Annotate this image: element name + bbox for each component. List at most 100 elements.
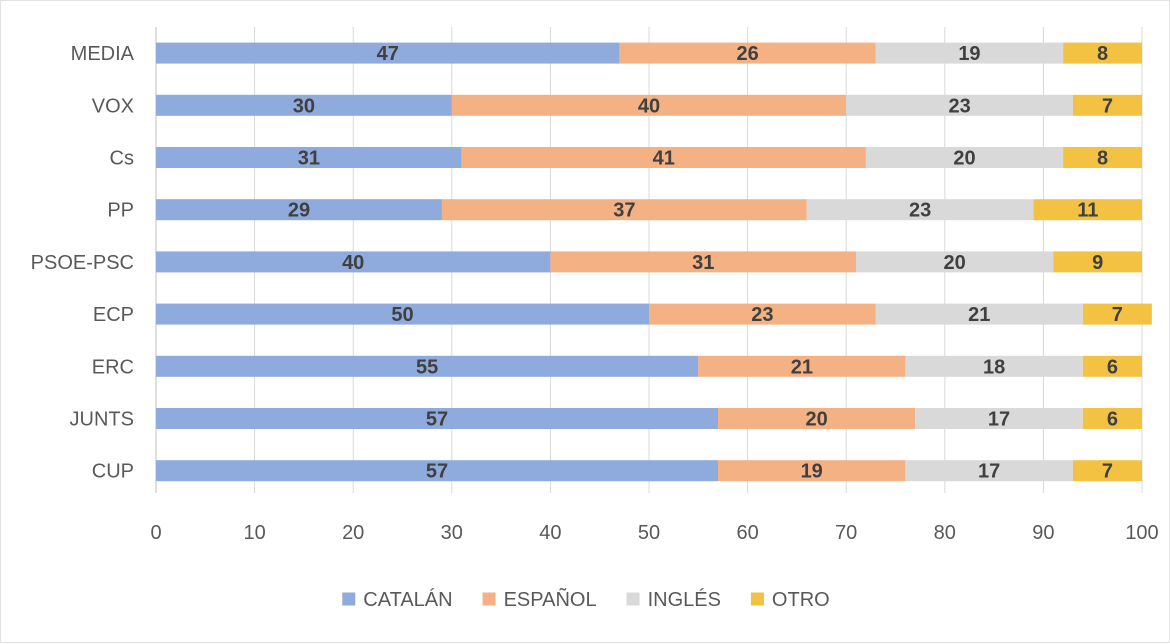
- data-label-otro-erc: 6: [1107, 356, 1118, 378]
- bar-catalan-media: [156, 42, 620, 64]
- category-label-psoe-psc: PSOE-PSC: [31, 252, 134, 274]
- category-label-ecp: ECP: [93, 304, 134, 326]
- tick-label-40: 40: [539, 522, 561, 544]
- data-label-espanol-ecp: 23: [751, 304, 773, 326]
- data-label-catalan-cup: 57: [426, 461, 448, 483]
- category-label-erc: ERC: [92, 356, 134, 378]
- bar-catalan-erc: [156, 355, 699, 377]
- legend: CATALÁN ESPAÑOL INGLÉS OTRO: [342, 587, 830, 611]
- bars: [156, 42, 1152, 482]
- bar-ingles-cs: [865, 147, 1064, 168]
- data-label-ingles-pp: 23: [909, 200, 931, 222]
- data-label-ingles-junts: 17: [988, 409, 1010, 431]
- bar-otro-pp: [1033, 199, 1142, 221]
- bar-catalan-psoe-psc: [156, 251, 551, 273]
- tick-label-0: 0: [150, 522, 161, 544]
- bar-otro-vox: [1072, 94, 1142, 116]
- legend-swatch-otro: [750, 592, 764, 606]
- data-label-espanol-vox: 40: [638, 95, 660, 117]
- tick-label-20: 20: [342, 522, 364, 544]
- bar-ingles-ecp: [875, 303, 1083, 325]
- bar-catalan-pp: [156, 199, 442, 221]
- value-axis: 0 10 20 30 40 50 60 70 80 90 100: [150, 522, 1158, 544]
- data-label-catalan-cs: 31: [298, 148, 320, 170]
- legend-label-espanol: ESPAÑOL: [504, 587, 597, 611]
- legend-item-ingles: INGLÉS: [626, 588, 721, 611]
- category-label-junts: JUNTS: [70, 409, 134, 431]
- data-label-otro-pp: 11: [1077, 200, 1098, 222]
- data-label-ingles-erc: 18: [983, 356, 1005, 378]
- bar-catalan-cup: [156, 460, 719, 482]
- legend-swatch-catalan: [342, 592, 356, 606]
- tick-label-50: 50: [638, 522, 660, 544]
- data-label-catalan-ecp: 50: [391, 304, 413, 326]
- data-label-catalan-media: 47: [377, 43, 399, 65]
- tick-label-30: 30: [441, 522, 463, 544]
- data-label-ingles-cs: 20: [953, 148, 975, 170]
- data-label-otro-media: 8: [1097, 43, 1108, 65]
- bar-espanol-cs: [461, 147, 866, 168]
- bar-ingles-pp: [806, 199, 1034, 221]
- legend-label-catalan: CATALÁN: [363, 588, 452, 611]
- data-label-catalan-junts: 57: [426, 409, 448, 431]
- data-label-catalan-erc: 55: [416, 356, 438, 378]
- tick-label-70: 70: [835, 522, 857, 544]
- data-label-otro-ecp: 7: [1112, 304, 1123, 326]
- category-label-vox: VOX: [92, 95, 134, 117]
- data-label-otro-cs: 8: [1097, 148, 1108, 170]
- data-label-catalan-psoe-psc: 40: [342, 252, 364, 274]
- data-label-otro-junts: 6: [1107, 409, 1118, 431]
- bar-ingles-junts: [915, 408, 1083, 429]
- data-label-espanol-junts: 20: [805, 409, 827, 431]
- legend-label-ingles: INGLÉS: [648, 588, 721, 611]
- tick-label-100: 100: [1125, 522, 1158, 544]
- bar-otro-junts: [1082, 408, 1142, 429]
- tick-label-80: 80: [934, 522, 956, 544]
- category-label-media: MEDIA: [71, 43, 135, 65]
- data-label-espanol-psoe-psc: 31: [692, 252, 714, 274]
- data-labels: 47 26 19 8 30 40 23 7 31 41 20 8 29 37 23 11 40 31 20 9 50 23…: [288, 43, 1123, 483]
- legend-item-catalan: CATALÁN: [342, 588, 453, 611]
- bar-otro-cs: [1063, 147, 1142, 168]
- data-label-espanol-erc: 21: [791, 356, 813, 378]
- category-label-cs: Cs: [110, 148, 134, 170]
- category-axis: MEDIA VOX Cs PP PSOE-PSC ECP ERC JUNTS CUP: [31, 43, 135, 483]
- bar-ingles-erc: [905, 355, 1083, 377]
- bar-espanol-pp: [441, 199, 807, 221]
- data-label-ingles-media: 19: [958, 43, 980, 65]
- bar-espanol-ecp: [649, 303, 876, 325]
- legend-item-espanol: ESPAÑOL: [482, 587, 597, 611]
- category-label-pp: PP: [107, 200, 134, 222]
- tick-label-10: 10: [243, 522, 265, 544]
- legend-swatch-ingles: [626, 592, 640, 606]
- bar-otro-media: [1063, 42, 1142, 64]
- data-label-espanol-media: 26: [736, 43, 758, 65]
- data-label-ingles-vox: 23: [948, 95, 970, 117]
- bar-otro-erc: [1082, 355, 1142, 377]
- legend-item-otro: OTRO: [750, 589, 830, 611]
- data-label-ingles-psoe-psc: 20: [944, 252, 966, 274]
- tick-label-60: 60: [736, 522, 758, 544]
- bar-ingles-media: [875, 42, 1064, 64]
- category-label-cup: CUP: [92, 461, 134, 483]
- data-label-ingles-cup: 17: [978, 461, 1000, 483]
- bar-espanol-vox: [451, 94, 847, 116]
- tick-label-90: 90: [1032, 522, 1054, 544]
- bar-otro-ecp: [1082, 303, 1152, 325]
- bar-catalan-vox: [156, 94, 452, 116]
- bar-otro-cup: [1072, 460, 1142, 482]
- bar-catalan-cs: [156, 147, 462, 168]
- bar-espanol-erc: [698, 355, 906, 377]
- bar-ingles-psoe-psc: [856, 251, 1054, 273]
- legend-label-otro: OTRO: [772, 589, 830, 611]
- data-label-espanol-cs: 41: [653, 148, 675, 170]
- bar-espanol-psoe-psc: [550, 251, 857, 273]
- bar-otro-psoe-psc: [1053, 251, 1142, 273]
- bar-ingles-cup: [905, 460, 1073, 482]
- data-label-ingles-ecp: 21: [968, 304, 990, 326]
- data-label-catalan-pp: 29: [288, 200, 310, 222]
- data-label-otro-vox: 7: [1102, 95, 1113, 117]
- bar-espanol-cup: [718, 460, 906, 482]
